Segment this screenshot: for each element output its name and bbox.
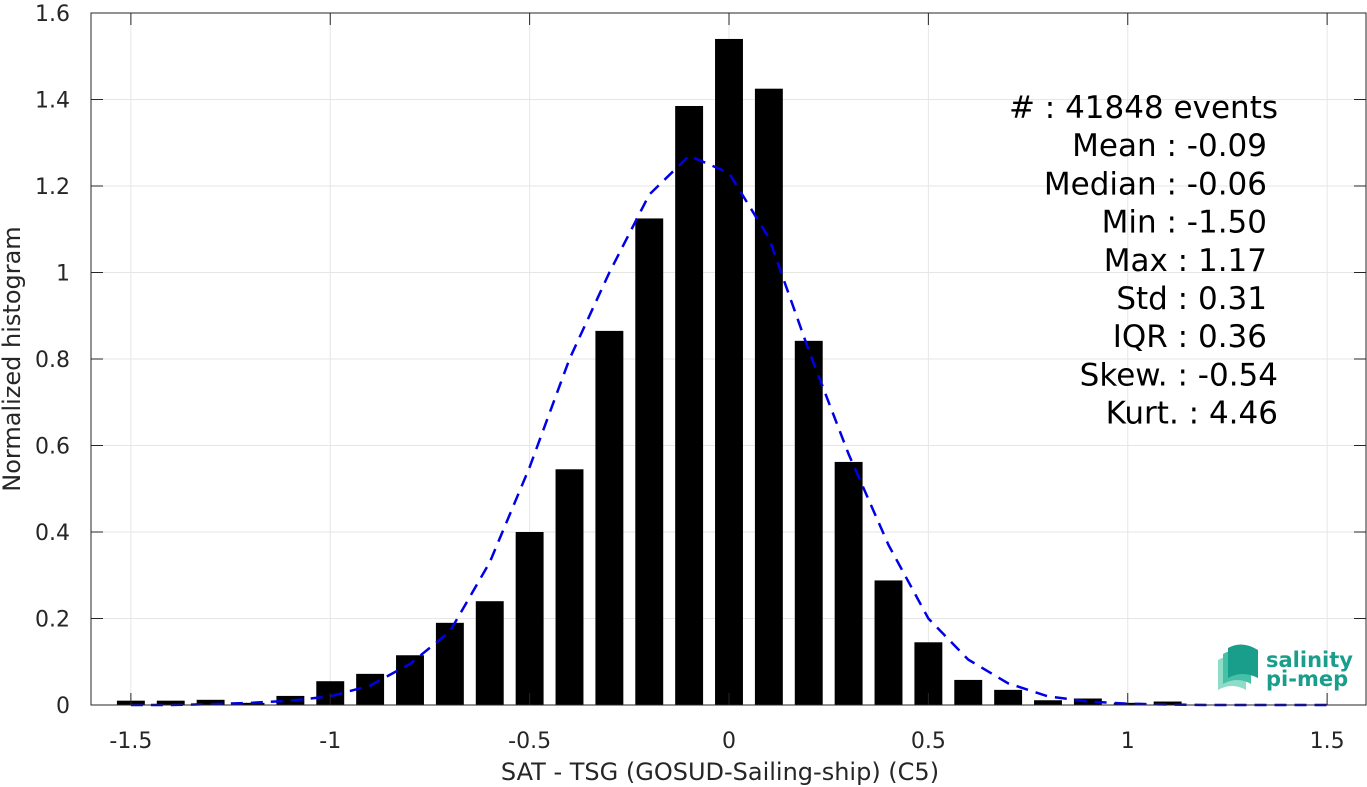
y-tick-label: 1.2 bbox=[35, 175, 70, 200]
histogram-bar bbox=[515, 532, 544, 705]
x-tick-label: 0.5 bbox=[911, 729, 946, 754]
x-tick-label: 1.5 bbox=[1310, 729, 1345, 754]
histogram-bar bbox=[236, 702, 265, 705]
y-tick-label: 1 bbox=[56, 262, 70, 287]
y-tick-label: 1.4 bbox=[35, 89, 70, 114]
stat-line: Median : -0.06 bbox=[1044, 166, 1267, 202]
stat-line: Mean : -0.09 bbox=[1072, 128, 1267, 164]
logo-text-salinity: salinity bbox=[1266, 648, 1353, 672]
y-tick-label: 0.6 bbox=[35, 435, 70, 460]
histogram-bar bbox=[715, 38, 743, 705]
logo-mark-icon bbox=[1218, 644, 1258, 690]
histogram-bar bbox=[954, 679, 983, 705]
x-tick-label: 0 bbox=[722, 729, 736, 754]
y-tick-labels: 0 0.2 0.4 0.6 0.8 1 1.2 1.4 1.6 bbox=[35, 2, 70, 719]
x-tick-label: -1 bbox=[319, 729, 341, 754]
stat-line: Std : 0.31 bbox=[1116, 281, 1267, 317]
histogram-bar bbox=[435, 622, 464, 705]
histogram-bar bbox=[834, 461, 863, 705]
histogram-bar bbox=[1034, 700, 1062, 705]
y-axis-title: Normalized histogram bbox=[0, 226, 26, 491]
x-tick-label: 1 bbox=[1121, 729, 1135, 754]
histogram-bar bbox=[156, 700, 185, 705]
histogram-bar bbox=[475, 601, 504, 705]
y-tick-label: 0.2 bbox=[35, 608, 70, 633]
y-tick-label: 1.6 bbox=[35, 2, 70, 27]
histogram-bar bbox=[1153, 701, 1182, 705]
stat-line: Min : -1.50 bbox=[1102, 205, 1267, 241]
y-tick-label: 0.8 bbox=[35, 348, 70, 373]
histogram-bar bbox=[1073, 698, 1102, 705]
histogram-bar bbox=[994, 689, 1023, 705]
salinity-pi-mep-logo: salinity pi-mep bbox=[1218, 644, 1353, 691]
x-tick-labels: -1.5 -1 -0.5 0 0.5 1 1.5 bbox=[109, 729, 1344, 754]
axes-frame bbox=[90, 12, 1367, 706]
stat-line: # : 41848 events bbox=[1009, 90, 1278, 126]
histogram-bar bbox=[356, 673, 385, 705]
stat-line: Kurt. : 4.46 bbox=[1106, 396, 1278, 432]
histogram-bar bbox=[196, 699, 225, 705]
x-axis-title: SAT - TSG (GOSUD-Sailing-ship) (C5) bbox=[501, 758, 939, 786]
x-tick-label: -1.5 bbox=[109, 729, 152, 754]
y-tick-label: 0 bbox=[56, 694, 70, 719]
x-tick-label: -0.5 bbox=[508, 729, 551, 754]
stat-line: Skew. : -0.54 bbox=[1080, 357, 1278, 393]
histogram-bar bbox=[874, 580, 903, 705]
histogram-bar bbox=[595, 330, 624, 705]
histogram-bar bbox=[635, 218, 664, 705]
stat-line: IQR : 0.36 bbox=[1113, 319, 1267, 355]
y-tick-label: 0.4 bbox=[35, 521, 70, 546]
histogram-bar bbox=[675, 105, 704, 706]
histogram-bar bbox=[794, 340, 823, 705]
histogram-bar bbox=[754, 88, 783, 705]
histogram-bar bbox=[555, 469, 584, 705]
histogram-bar bbox=[276, 695, 305, 705]
stat-line: Max : 1.17 bbox=[1104, 243, 1267, 279]
logo-text-pi-mep: pi-mep bbox=[1266, 667, 1348, 691]
histogram-bars bbox=[116, 38, 1182, 706]
